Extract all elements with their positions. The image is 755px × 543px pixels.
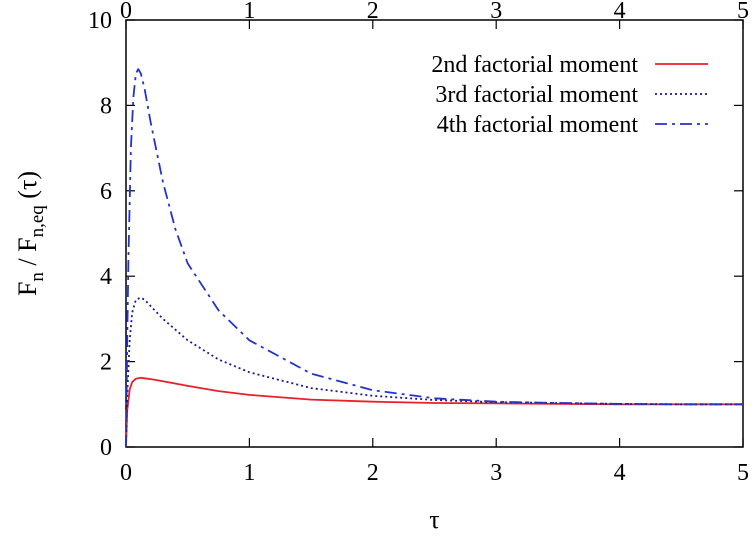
- y-axis-label-mid: / F: [13, 237, 42, 272]
- x2-tick-label: 3: [490, 0, 502, 24]
- ticks-layer: 0 1 2 3 4 5 0 1 2 3 4 5 0 2 4 6 8 10: [88, 0, 749, 486]
- series-line-4th: [125, 68, 743, 448]
- x2-tick-label: 0: [120, 0, 132, 24]
- y-axis-label-sub1: n: [27, 272, 48, 282]
- series-line-3rd: [125, 296, 743, 448]
- x2-tick-label: 2: [367, 0, 379, 24]
- series-layer: [125, 68, 743, 448]
- y-tick-label: 10: [88, 8, 112, 34]
- x-tick-label: 2: [367, 460, 379, 486]
- x-tick-label: 3: [490, 460, 502, 486]
- series-line-2nd: [125, 376, 743, 448]
- y-tick-label: 6: [100, 179, 112, 205]
- legend-label: 2nd factorial moment: [431, 52, 638, 78]
- y-axis-label-sub2: n,eq: [27, 205, 48, 238]
- x-axis-label: τ: [429, 505, 439, 534]
- y-tick-label: 8: [100, 93, 112, 119]
- y-tick-label: 2: [100, 350, 112, 376]
- legend: 2nd factorial moment 3rd factorial moment…: [431, 52, 708, 138]
- x-tick-label: 0: [120, 460, 132, 486]
- x2-tick-label: 4: [614, 0, 626, 24]
- legend-label: 3rd factorial moment: [435, 82, 638, 108]
- y-axis-label-tail: (τ): [13, 171, 42, 205]
- y-tick-label: 4: [100, 264, 112, 290]
- x-tick-label: 1: [243, 460, 255, 486]
- x2-tick-label: 5: [737, 0, 749, 24]
- x-tick-label: 5: [737, 460, 749, 486]
- y-axis-label-main: F: [13, 282, 42, 296]
- legend-label: 4th factorial moment: [437, 112, 639, 138]
- plot-frame: [125, 19, 744, 448]
- y-axis-label: Fn / Fn,eq (τ): [13, 171, 48, 296]
- x-tick-label: 4: [614, 460, 626, 486]
- x2-tick-label: 1: [243, 0, 255, 24]
- y-tick-label: 0: [100, 435, 112, 461]
